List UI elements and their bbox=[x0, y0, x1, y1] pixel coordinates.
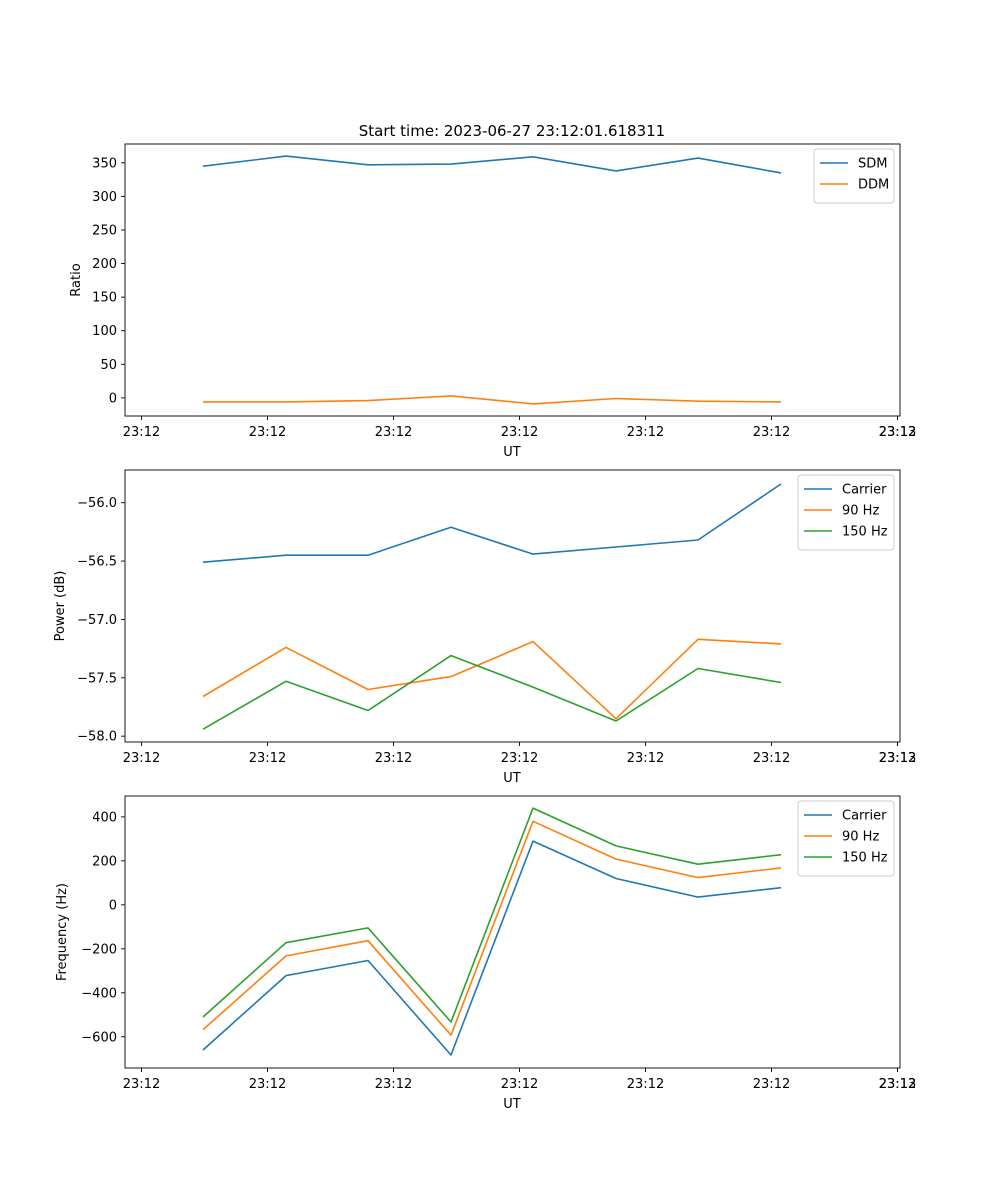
power-chart: 23:12 23:12 23:12 23:12 23:12 23:12 23:1223:13… bbox=[53, 469, 916, 786]
y-tick-label: 350 bbox=[92, 156, 117, 171]
x-tick-label: 23:12 bbox=[501, 751, 538, 766]
x-tick-label: 23:12 bbox=[501, 1077, 538, 1092]
y-tick-label: −600 bbox=[81, 1030, 117, 1045]
y-tick-label: −400 bbox=[81, 986, 117, 1001]
y-tick-label: 50 bbox=[100, 358, 117, 373]
axes-frame bbox=[124, 795, 901, 1069]
x-tick-label: 23:12 bbox=[753, 751, 790, 766]
x-tick-label: 23:13 bbox=[879, 1077, 916, 1092]
series-line-90-hz bbox=[202, 638, 782, 720]
x-tick-label: 23:12 bbox=[879, 751, 916, 766]
x-tick-label: 23:12 bbox=[375, 1077, 412, 1092]
legend-label: DDM bbox=[858, 178, 889, 193]
y-axis-label: Ratio bbox=[69, 263, 84, 296]
x-axis-label: UT bbox=[503, 771, 521, 786]
x-tick-label: 23:12 bbox=[249, 1077, 286, 1092]
legend: Carrier 90 Hz 150 Hz bbox=[797, 474, 895, 551]
y-axis-label: Power (dB) bbox=[53, 571, 68, 642]
x-tick-label: 23:12 bbox=[249, 425, 286, 440]
x-tick-label: 23:12 bbox=[753, 1077, 790, 1092]
y-tick-label: 200 bbox=[92, 854, 117, 869]
x-tick-label: 23:13 bbox=[879, 751, 916, 766]
x-axis-label: UT bbox=[503, 1097, 521, 1112]
legend-label: 150 Hz bbox=[842, 851, 888, 866]
x-tick-label: 23:12 bbox=[375, 751, 412, 766]
frequency-chart: 23:12 23:12 23:12 23:12 23:12 23:12 23:1223:13… bbox=[55, 795, 916, 1112]
x-tick-label: 23:13 bbox=[879, 425, 916, 440]
x-tick-label: 23:12 bbox=[375, 425, 412, 440]
series-line-carrier bbox=[202, 840, 782, 1056]
x-tick-label: 23:12 bbox=[627, 425, 664, 440]
x-tick-label: 23:12 bbox=[123, 425, 160, 440]
x-tick-label: 23:12 bbox=[879, 1077, 916, 1092]
x-axis-label: UT bbox=[503, 445, 521, 460]
y-tick-label: −58.0 bbox=[77, 730, 117, 745]
x-tick-label: 23:12 bbox=[123, 751, 160, 766]
legend-label: 90 Hz bbox=[842, 504, 879, 519]
x-tick-label: 23:12 bbox=[501, 425, 538, 440]
y-tick-label: 150 bbox=[92, 291, 117, 306]
series-line-90-hz bbox=[202, 820, 782, 1036]
y-tick-label: 250 bbox=[92, 223, 117, 238]
y-tick-label: −57.0 bbox=[77, 613, 117, 628]
y-tick-label: −200 bbox=[81, 942, 117, 957]
legend-label: Carrier bbox=[842, 809, 887, 824]
series-line-sdm bbox=[202, 155, 782, 174]
axes-frame bbox=[124, 143, 901, 417]
y-tick-label: 400 bbox=[92, 810, 117, 825]
legend-label: 90 Hz bbox=[842, 830, 879, 845]
series-line-carrier bbox=[202, 483, 782, 563]
legend-label: 150 Hz bbox=[842, 525, 888, 540]
x-tick-label: 23:12 bbox=[879, 425, 916, 440]
series-line-150-hz bbox=[202, 654, 782, 730]
axes-frame bbox=[124, 469, 901, 743]
x-tick-label: 23:12 bbox=[627, 1077, 664, 1092]
legend-label: Carrier bbox=[842, 483, 887, 498]
x-tick-label: 23:12 bbox=[249, 751, 286, 766]
legend-label: SDM bbox=[858, 157, 887, 172]
figure-title: Start time: 2023-06-27 23:12:01.618311 bbox=[359, 122, 665, 140]
x-tick-label: 23:12 bbox=[753, 425, 790, 440]
y-tick-label: 0 bbox=[109, 898, 117, 913]
y-axis-label: Frequency (Hz) bbox=[55, 883, 70, 981]
legend: SDM DDM bbox=[813, 148, 895, 204]
x-tick-label: 23:12 bbox=[123, 1077, 160, 1092]
y-tick-label: −56.0 bbox=[77, 496, 117, 511]
ratio-chart: 23:12 23:12 23:12 23:12 23:12 23:12 23:1223:13… bbox=[69, 143, 916, 460]
y-tick-label: −56.5 bbox=[77, 555, 117, 570]
y-tick-label: 100 bbox=[92, 324, 117, 339]
legend: Carrier 90 Hz 150 Hz bbox=[797, 800, 895, 877]
y-tick-label: 200 bbox=[92, 257, 117, 272]
series-line-150-hz bbox=[202, 807, 782, 1023]
y-tick-label: 0 bbox=[109, 391, 117, 406]
y-tick-label: −57.5 bbox=[77, 671, 117, 686]
y-tick-label: 300 bbox=[92, 190, 117, 205]
x-tick-label: 23:12 bbox=[627, 751, 664, 766]
series-line-ddm bbox=[203, 395, 782, 405]
